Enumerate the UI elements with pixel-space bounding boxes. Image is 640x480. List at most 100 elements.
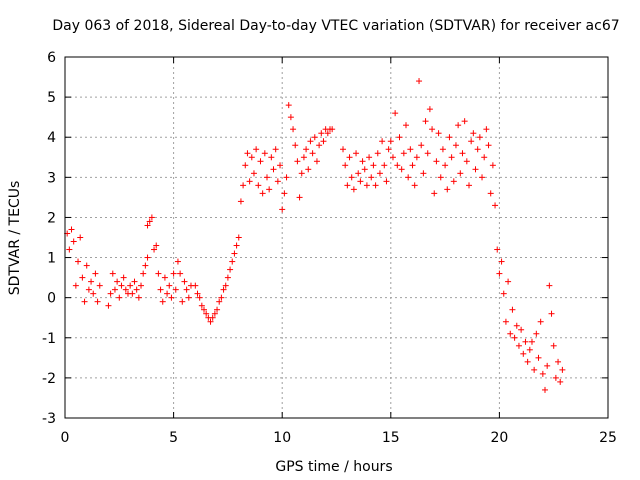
data-point [548, 310, 555, 317]
data-point [531, 366, 538, 373]
data-point [222, 282, 229, 289]
data-point [283, 174, 290, 181]
data-point [457, 170, 464, 177]
x-tick-label: 20 [490, 430, 508, 446]
data-point [472, 166, 479, 173]
data-point [148, 214, 155, 221]
data-point [242, 162, 249, 169]
data-point [209, 314, 216, 321]
data-point [461, 118, 468, 125]
data-point [509, 306, 516, 313]
data-point [344, 182, 351, 189]
data-point [320, 138, 327, 145]
data-point [416, 78, 423, 85]
data-point [151, 246, 158, 253]
x-tick-label: 5 [169, 430, 178, 446]
data-point [413, 154, 420, 161]
data-point [353, 150, 360, 157]
data-point [118, 282, 125, 289]
data-point [240, 182, 247, 189]
data-point [487, 190, 494, 197]
data-point [135, 294, 142, 301]
data-point [305, 166, 312, 173]
data-point [129, 290, 136, 297]
data-point [164, 290, 171, 297]
data-point [94, 298, 101, 305]
data-point [444, 186, 451, 193]
data-point [111, 286, 118, 293]
data-point [229, 258, 236, 265]
data-point [489, 162, 496, 169]
data-point [144, 254, 151, 261]
data-point [403, 122, 410, 129]
data-point [138, 282, 145, 289]
x-tick-label: 15 [382, 430, 400, 446]
data-point [433, 158, 440, 165]
data-point [418, 142, 425, 149]
data-point [170, 270, 177, 277]
data-point [381, 162, 388, 169]
data-point [552, 374, 559, 381]
y-tick-label: 1 [47, 251, 56, 267]
data-point [77, 234, 84, 241]
data-point [485, 142, 492, 149]
data-point [533, 330, 540, 337]
axis-ticks: 0 5 10 15 20 25 -3 -2 -1 0 1 2 3 4 5 6 [42, 50, 617, 446]
data-point [387, 138, 394, 145]
data-point [535, 354, 542, 361]
data-point [157, 286, 164, 293]
data-point [522, 338, 529, 345]
data-point [555, 358, 562, 365]
data-point [68, 226, 75, 233]
data-point [142, 262, 149, 269]
data-point [81, 298, 88, 305]
data-point [465, 182, 472, 189]
data-point [174, 258, 181, 265]
data-point [318, 130, 325, 137]
data-point [524, 358, 531, 365]
data-point [75, 258, 82, 265]
data-point [307, 138, 314, 145]
plot-frame [64, 56, 609, 419]
data-point [446, 134, 453, 141]
data-point [192, 282, 199, 289]
data-point [259, 190, 266, 197]
data-point [116, 294, 123, 301]
data-point [120, 274, 127, 281]
chart-title: Day 063 of 2018, Sidereal Day-to-day VTE… [52, 18, 619, 34]
data-point [92, 270, 99, 277]
data-point [198, 302, 205, 309]
x-tick-label: 10 [273, 430, 291, 446]
data-point [342, 162, 349, 169]
data-point [313, 158, 320, 165]
data-point [528, 338, 535, 345]
data-point [559, 366, 566, 373]
data-point [350, 186, 357, 193]
data-point [127, 282, 134, 289]
data-point [203, 310, 210, 317]
data-point [207, 318, 214, 325]
data-point [83, 262, 90, 269]
data-point [411, 182, 418, 189]
data-point [366, 154, 373, 161]
data-point [518, 326, 525, 333]
data-point [357, 178, 364, 185]
y-axis-label: SDTVAR / TECUs [7, 181, 23, 296]
data-point [370, 162, 377, 169]
data-point [88, 278, 95, 285]
data-point [107, 290, 114, 297]
data-point [455, 122, 462, 129]
data-point [439, 146, 446, 153]
data-point [255, 182, 262, 189]
data-point [211, 310, 218, 317]
data-point [492, 202, 499, 209]
data-point [507, 330, 514, 337]
data-point [277, 162, 284, 169]
data-point [261, 150, 268, 157]
data-point [257, 158, 264, 165]
data-point [359, 158, 366, 165]
data-point [268, 154, 275, 161]
data-point [287, 114, 294, 121]
data-point [70, 238, 77, 245]
data-point [218, 294, 225, 301]
